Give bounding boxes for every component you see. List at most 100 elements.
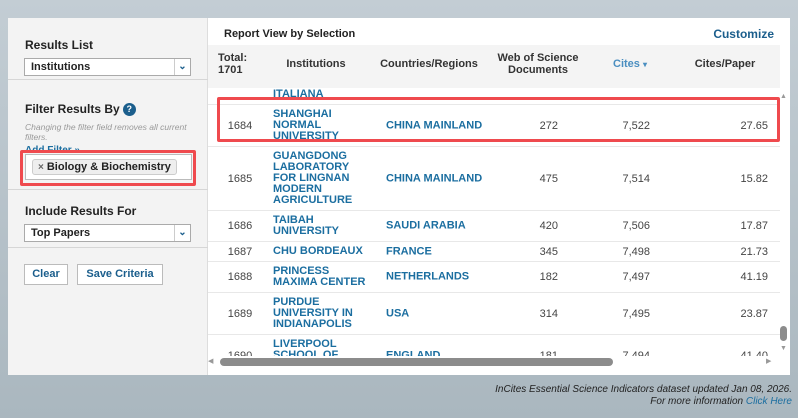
include-label: Include Results For	[25, 204, 137, 218]
footer-dataset-note: InCites Essential Science Indicators dat…	[495, 384, 792, 395]
cites-paper-cell: 17.87	[740, 220, 768, 232]
results-list-value: Institutions	[31, 61, 91, 73]
include-section: Include Results For Top Papers ⌄	[8, 190, 208, 248]
chevron-down-icon: ⌄	[174, 225, 190, 241]
table-row[interactable]: ITALIANA	[208, 89, 780, 105]
sidebar: Results List Institutions ⌄ Filter Result…	[8, 18, 208, 375]
help-icon[interactable]: ?	[122, 103, 136, 116]
institution-link[interactable]: PRINCESS MAXIMA CENTER	[273, 265, 366, 288]
filter-section: Filter Results By?	[8, 80, 208, 190]
header-documents[interactable]: Web of Science Documents	[497, 52, 579, 76]
country-link[interactable]: NETHERLANDS	[386, 270, 470, 283]
filter-note: Changing the filter field removes all cu…	[25, 122, 187, 142]
horizontal-scrollbar[interactable]: ◀ ▶	[208, 357, 780, 367]
table-row[interactable]: 1687 CHU BORDEAUX FRANCE 345 7,498 21.73	[208, 242, 780, 262]
total-value: 1701	[218, 64, 243, 76]
filter-label-text: Filter Results By	[25, 102, 120, 116]
institution-link[interactable]: GUANGDONG LABORATORY FOR LINGNAN MODERN …	[273, 150, 353, 206]
chevron-down-icon: ⌄	[174, 59, 190, 75]
customize-link[interactable]: Customize	[713, 27, 774, 41]
country-link[interactable]: USA	[386, 307, 410, 319]
country-link[interactable]: CHINA MAINLAND	[386, 172, 483, 184]
documents-cell: 182	[539, 271, 558, 283]
results-list-section: Results List Institutions ⌄	[8, 18, 208, 80]
sort-desc-icon: ▾	[642, 60, 647, 69]
institution-link[interactable]: ITALIANA	[273, 89, 324, 100]
cites-cell: 7,495	[622, 307, 650, 320]
cites-cell: 7,498	[622, 245, 650, 258]
include-select[interactable]: Top Papers ⌄	[24, 224, 191, 242]
cites-cell: 7,514	[622, 172, 650, 185]
save-criteria-button[interactable]: Save Criteria	[77, 264, 163, 285]
vertical-scrollbar[interactable]: ▲ ▼	[780, 93, 788, 358]
table-header: Total: 1701 Institutions Countries/Region…	[208, 45, 780, 88]
total-header: Total: 1701	[218, 52, 247, 76]
institution-link[interactable]: TAIBAH UNIVERSITY	[273, 214, 340, 237]
cites-paper-cell: 41.40	[740, 349, 768, 357]
scrollbar-thumb[interactable]	[220, 358, 613, 366]
cites-cell: 7,494	[622, 349, 650, 357]
cites-paper-cell: 15.82	[740, 172, 768, 185]
total-label: Total:	[218, 52, 248, 64]
documents-cell: 314	[539, 307, 558, 320]
table-body: ITALIANA 1684 SHANGHAI NORMAL UNIVERSITY…	[208, 89, 780, 356]
filter-chip-label: Biology & Biochemistry	[46, 161, 171, 173]
header-cites[interactable]: Cites ▾	[600, 58, 660, 71]
clear-button[interactable]: Clear	[24, 264, 68, 285]
institution-link[interactable]: LIVERPOOL SCHOOL OF TROPICAL	[273, 338, 339, 357]
header-institutions[interactable]: Institutions	[286, 58, 346, 70]
scroll-right-icon[interactable]: ▶	[766, 358, 772, 365]
cites-paper-cell: 23.87	[740, 307, 768, 320]
report-title: Report View by Selection	[224, 28, 356, 40]
table-row[interactable]: 1690 LIVERPOOL SCHOOL OF TROPICAL ENGLAN…	[208, 335, 780, 357]
header-cites-paper[interactable]: Cites/Paper	[694, 58, 756, 70]
scroll-down-icon[interactable]: ▼	[780, 345, 787, 352]
documents-cell: 420	[539, 220, 558, 232]
table-row[interactable]: 1685 GUANGDONG LABORATORY FOR LINGNAN MO…	[208, 147, 780, 211]
table-row[interactable]: 1684 SHANGHAI NORMAL UNIVERSITY CHINA MA…	[208, 105, 780, 147]
scroll-left-icon[interactable]: ◀	[208, 358, 214, 365]
click-here-link[interactable]: Click Here	[745, 396, 792, 407]
highlight-box	[20, 150, 196, 186]
institution-link[interactable]: CHU BORDEAUX	[273, 245, 363, 257]
table-row[interactable]: 1689 PURDUE UNIVERSITY IN INDIANAPOLIS U…	[208, 293, 780, 335]
report-panel: Report View by Selection Customize Total…	[208, 18, 790, 375]
scrollbar-thumb[interactable]	[780, 326, 787, 341]
filter-chip: × Biology & Biochemistry	[32, 159, 177, 175]
cites-paper-cell: 21.73	[740, 245, 768, 258]
rank-cell: 1685	[227, 172, 253, 185]
results-list-select[interactable]: Institutions ⌄	[24, 58, 191, 76]
footer-info-text: For more information	[650, 396, 744, 407]
country-link[interactable]: FRANCE	[386, 245, 432, 257]
cites-cell: 7,497	[622, 271, 650, 283]
country-link[interactable]: CHINA MAINLAND	[386, 119, 483, 131]
cites-paper-cell: 27.65	[740, 119, 768, 132]
include-value: Top Papers	[31, 227, 91, 239]
filter-label: Filter Results By?	[25, 102, 136, 116]
country-link[interactable]: ENGLAND	[386, 349, 441, 357]
table-row[interactable]: 1688 PRINCESS MAXIMA CENTER NETHERLANDS …	[208, 262, 780, 293]
rank-cell: 1686	[227, 220, 253, 232]
cites-cell: 7,506	[622, 220, 650, 232]
scroll-up-icon[interactable]: ▲	[780, 93, 787, 100]
institution-link[interactable]: SHANGHAI NORMAL UNIVERSITY	[273, 108, 340, 142]
filter-input[interactable]: × Biology & Biochemistry	[25, 154, 192, 180]
cites-cell: 7,522	[622, 119, 650, 132]
footer: InCites Essential Science Indicators dat…	[495, 384, 792, 408]
rank-cell: 1684	[227, 119, 253, 132]
rank-cell: 1687	[227, 245, 253, 258]
remove-chip-icon[interactable]: ×	[38, 162, 44, 173]
institution-link[interactable]: PURDUE UNIVERSITY IN INDIANAPOLIS	[273, 296, 353, 330]
cites-paper-cell: 41.19	[740, 271, 768, 283]
rank-cell: 1688	[227, 271, 253, 283]
table-row[interactable]: 1686 TAIBAH UNIVERSITY SAUDI ARABIA 420 …	[208, 211, 780, 242]
rank-cell: 1690	[227, 349, 253, 357]
documents-cell: 181	[539, 349, 558, 357]
row-highlight-box	[217, 97, 780, 142]
country-link[interactable]: SAUDI ARABIA	[386, 219, 466, 232]
results-list-label: Results List	[25, 38, 94, 52]
documents-cell: 272	[539, 119, 558, 132]
cites-label: Cites	[613, 58, 640, 70]
header-countries[interactable]: Countries/Regions	[380, 58, 478, 70]
documents-cell: 475	[539, 172, 558, 185]
